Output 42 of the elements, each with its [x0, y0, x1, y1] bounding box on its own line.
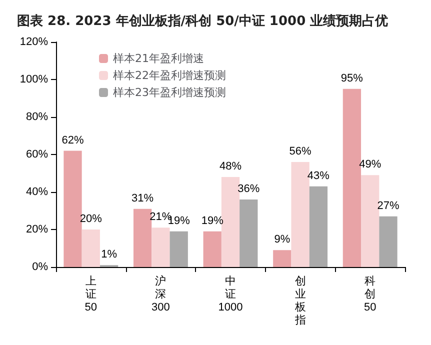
bar: [64, 150, 82, 267]
data-label: 49%: [359, 158, 382, 171]
data-label: 9%: [274, 234, 290, 246]
bar: [309, 186, 328, 267]
bar: [291, 162, 310, 267]
legend-label: 样本23年盈利增速预测: [113, 86, 226, 99]
bar: [273, 250, 292, 267]
data-label: 20%: [80, 213, 102, 225]
bar: [379, 216, 398, 267]
y-tick-label: 100%: [20, 74, 48, 86]
x-tick-label: 科创50: [364, 276, 376, 314]
bar: [361, 175, 380, 267]
data-label: 27%: [377, 200, 400, 212]
bar: [240, 200, 258, 267]
x-tick-label: 中证1000: [218, 274, 243, 314]
bar: [82, 230, 100, 267]
data-label: 36%: [238, 183, 260, 195]
data-label: 43%: [307, 170, 330, 182]
bar: [170, 231, 188, 267]
x-tick-label: 创业板指: [294, 276, 306, 326]
bar: [221, 177, 240, 267]
legend-label: 样本22年盈利增速预测: [113, 69, 226, 82]
x-tick-label: 沪深300: [152, 274, 170, 314]
data-label: 19%: [201, 214, 224, 227]
data-label: 62%: [62, 134, 84, 146]
data-label: 56%: [289, 146, 312, 158]
legend-label: 样本21年盈利增速: [113, 52, 204, 65]
bar: [133, 208, 152, 267]
y-tick-label: 40%: [26, 186, 48, 198]
bar: [152, 228, 170, 267]
data-label: 95%: [340, 72, 364, 84]
y-tick-label: 0%: [32, 261, 48, 273]
bar: [203, 231, 222, 267]
y-tick-label: 20%: [26, 224, 48, 236]
y-tick-label: 120%: [20, 36, 48, 48]
y-tick-label: 80%: [26, 111, 48, 123]
y-tick-label: 60%: [26, 148, 48, 160]
chart-title: 图表 28. 2023 年创业板指/科创 50/中证 1000 业绩预期占优: [17, 14, 388, 29]
data-label: 48%: [219, 160, 242, 172]
x-tick-label: 上证50: [84, 274, 98, 314]
data-label: 31%: [132, 192, 154, 204]
data-label: 1%: [101, 248, 118, 261]
